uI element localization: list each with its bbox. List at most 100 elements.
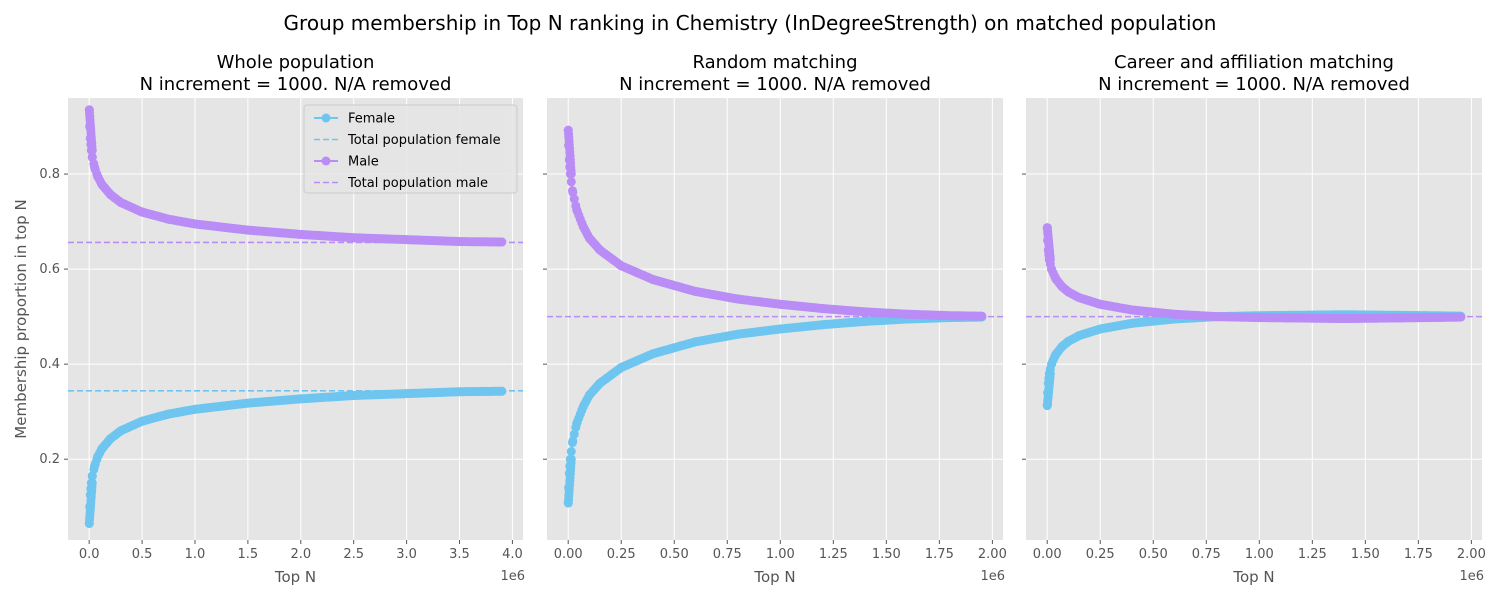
data-point <box>190 404 200 414</box>
legend-label: Total population male <box>347 176 488 191</box>
data-point <box>105 434 115 444</box>
data-point <box>87 471 97 481</box>
x-tick-label: 1.50 <box>1351 547 1380 562</box>
data-point <box>1254 313 1264 323</box>
data-point <box>578 221 588 231</box>
data-point <box>1047 359 1056 369</box>
panel-title-line: N increment = 1000. N/A removed <box>619 74 931 95</box>
data-point <box>349 391 359 400</box>
x-tick-label: 0.25 <box>1086 547 1115 562</box>
x-offset-label: 1e6 <box>980 569 1005 584</box>
data-point <box>1095 299 1105 309</box>
data-point <box>1424 313 1434 323</box>
data-point <box>1297 313 1307 323</box>
data-point <box>97 180 107 189</box>
series-male <box>84 105 507 247</box>
data-point <box>733 294 743 304</box>
legend-item: Total population male <box>314 176 488 191</box>
x-tick-label: 1.50 <box>872 547 901 562</box>
data-point <box>818 304 828 313</box>
legend-item: Female <box>314 112 395 127</box>
x-tick-label: 0.25 <box>607 547 636 562</box>
x-tick-label: 0.00 <box>1033 547 1062 562</box>
data-point <box>572 419 582 429</box>
x-offset-label: 1e6 <box>500 569 525 584</box>
data-point <box>568 438 577 448</box>
x-tick-label: 2.00 <box>1457 547 1486 562</box>
x-tick-label: 3.0 <box>396 547 417 562</box>
data-point <box>733 329 743 339</box>
x-tick-label: 1.0 <box>185 547 206 562</box>
data-point <box>1127 305 1137 315</box>
data-point <box>1074 293 1084 303</box>
legend-label: Female <box>348 112 395 127</box>
data-point <box>584 390 594 400</box>
data-point <box>93 171 103 181</box>
y-tick-label: 0.2 <box>39 452 60 467</box>
data-point <box>616 261 626 271</box>
y-axis-label: Membership proportion in top N <box>12 199 30 438</box>
data-point <box>1339 314 1349 323</box>
legend: Female Total population female Male Total p… <box>303 104 518 194</box>
data-point <box>90 461 99 471</box>
data-point <box>566 169 576 179</box>
data-point <box>860 307 870 317</box>
data-point <box>455 237 464 246</box>
data-point <box>691 337 700 347</box>
data-point <box>595 378 605 388</box>
panel-title-line: Career and affiliation matching <box>1114 52 1394 73</box>
data-point <box>1047 264 1056 274</box>
data-point <box>566 177 576 187</box>
data-point <box>116 426 126 436</box>
data-point <box>243 225 253 235</box>
x-tick-label: 1.25 <box>819 547 848 562</box>
legend-item: Male <box>314 155 379 170</box>
panels: 0.0 0.5 1.0 1.5 2.0 2.5 3.0 3.5 4.0 0.2 0.4 0.6 0.8 W… <box>12 52 1486 586</box>
data-point <box>137 207 147 217</box>
data-point <box>1045 255 1055 265</box>
x-tick-label: 0.50 <box>1139 547 1168 562</box>
data-point <box>97 444 107 454</box>
data-point <box>1382 313 1392 323</box>
data-point <box>568 186 577 196</box>
x-tick-label: 4.0 <box>502 547 523 562</box>
data-point <box>595 245 605 255</box>
x-tick-label: 2.5 <box>343 547 364 562</box>
legend-box <box>303 104 518 194</box>
legend-label: Male <box>348 155 379 170</box>
data-layer <box>1026 223 1482 410</box>
data-point <box>243 398 253 408</box>
y-tick-label: 0.4 <box>39 357 60 372</box>
data-point <box>945 311 955 321</box>
data-point <box>1045 369 1055 379</box>
data-point <box>349 233 359 243</box>
x-tick-label: 0.00 <box>554 547 583 562</box>
data-point <box>566 447 576 456</box>
x-tick-label: 0.0 <box>79 547 100 562</box>
data-point <box>1127 318 1137 328</box>
data-point <box>569 429 579 439</box>
data-point <box>648 275 658 285</box>
panel-1: 0.0 0.5 1.0 1.5 2.0 2.5 3.0 3.5 4.0 0.2 0.4 0.6 0.8 W… <box>12 52 525 586</box>
data-point <box>1057 342 1067 352</box>
data-point <box>116 198 126 208</box>
x-tick-label: 1.5 <box>238 547 259 562</box>
data-point <box>87 145 97 155</box>
data-point <box>87 478 97 488</box>
data-point <box>190 219 200 229</box>
legend-label: Total population female <box>347 133 501 148</box>
data-point <box>137 416 147 426</box>
panel-2: 0.00 0.25 0.50 0.75 1.00 1.25 1.50 1.75 2.00 Rand… <box>543 52 1007 586</box>
data-point <box>1051 350 1061 360</box>
data-point <box>93 452 103 462</box>
data-point <box>1063 336 1073 346</box>
data-point <box>296 394 306 404</box>
panel-title-line: Whole population <box>217 52 375 73</box>
data-point <box>648 349 658 359</box>
legend-marker <box>321 113 331 123</box>
panel-title-line: Random matching <box>692 52 857 73</box>
data-point <box>164 409 173 419</box>
data-point <box>87 152 97 162</box>
data-point <box>105 190 115 199</box>
